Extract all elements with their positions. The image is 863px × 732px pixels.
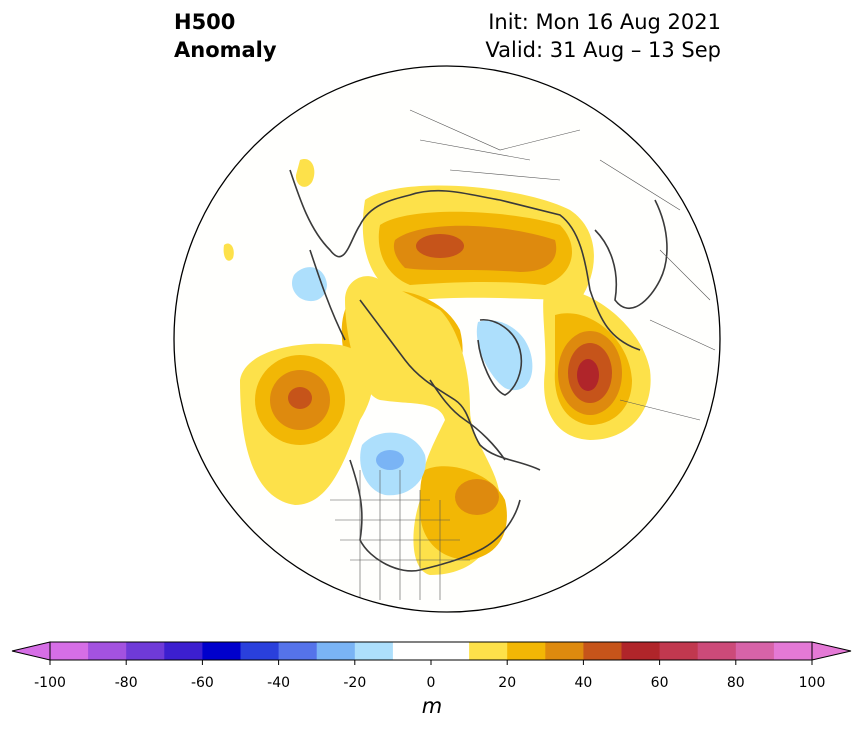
forecast-dates: Init: Mon 16 Aug 2021 Valid: 31 Aug – 13… xyxy=(485,8,721,64)
colorbar-bins xyxy=(50,642,813,660)
positive-anomaly-arctic-ring xyxy=(223,159,507,575)
colorbar-bin-19 xyxy=(773,642,813,660)
colorbar-tick-label: -20 xyxy=(343,675,366,691)
colorbar-bin-3 xyxy=(164,642,203,660)
colorbar: -100 -80 -60 -40 -20 0 20 40 60 80 100 xyxy=(11,641,852,691)
colorbar-bin-18 xyxy=(735,642,775,660)
colorbar-tick-label: 100 xyxy=(799,675,826,691)
colorbar-tick-label: -60 xyxy=(191,675,214,691)
colorbar-bin-17 xyxy=(697,642,737,660)
valid-period: Valid: 31 Aug – 13 Sep xyxy=(485,38,721,62)
polar-map xyxy=(173,65,721,613)
colorbar-bin-4 xyxy=(202,642,241,660)
colorbar-tick-label: 60 xyxy=(651,675,669,691)
colorbar-tick-label: 80 xyxy=(727,675,745,691)
colorbar-bin-11 xyxy=(469,642,508,660)
colorbar-bin-9 xyxy=(392,642,432,660)
positive-anomaly-europe xyxy=(543,288,651,440)
init-date: Init: Mon 16 Aug 2021 xyxy=(488,10,721,34)
colorbar-bin-0 xyxy=(50,642,89,660)
negative-anomalies xyxy=(292,267,533,496)
colorbar-bin-10 xyxy=(431,642,470,660)
colorbar-bin-1 xyxy=(88,642,127,660)
positive-anomaly-pacific xyxy=(240,343,373,505)
colorbar-tick-label: 40 xyxy=(574,675,592,691)
colorbar-bin-6 xyxy=(278,642,318,660)
colorbar-unit-label: m xyxy=(421,694,443,718)
colorbar-bin-14 xyxy=(583,642,622,660)
anomaly-field xyxy=(223,109,716,600)
colorbar-bin-8 xyxy=(354,642,394,660)
positive-anomaly-eurasia xyxy=(362,185,594,300)
borders xyxy=(330,109,716,600)
colorbar-bin-2 xyxy=(126,642,165,660)
colorbar-bin-7 xyxy=(316,642,356,660)
colorbar-tick-label: -80 xyxy=(115,675,138,691)
colorbar-tick-label: -100 xyxy=(34,675,66,691)
title-line-1: H500 xyxy=(174,10,236,34)
colorbar-ticks: -100 -80 -60 -40 -20 0 20 40 60 80 100 xyxy=(34,660,825,691)
colorbar-bin-5 xyxy=(240,642,280,660)
colorbar-bin-13 xyxy=(545,642,584,660)
colorbar-extend-over xyxy=(811,641,852,661)
map-boundary xyxy=(173,65,721,613)
colorbar-bin-16 xyxy=(659,642,699,660)
colorbar-tick-label: 20 xyxy=(498,675,516,691)
colorbar-extend-under xyxy=(11,641,51,661)
colorbar-tick-label: -40 xyxy=(267,675,290,691)
colorbar-bin-12 xyxy=(507,642,546,660)
colorbar-tick-label: 0 xyxy=(427,675,436,691)
title-line-2: Anomaly xyxy=(174,38,277,62)
colorbar-bin-15 xyxy=(621,642,661,660)
chart-title: H500 Anomaly xyxy=(174,8,277,64)
